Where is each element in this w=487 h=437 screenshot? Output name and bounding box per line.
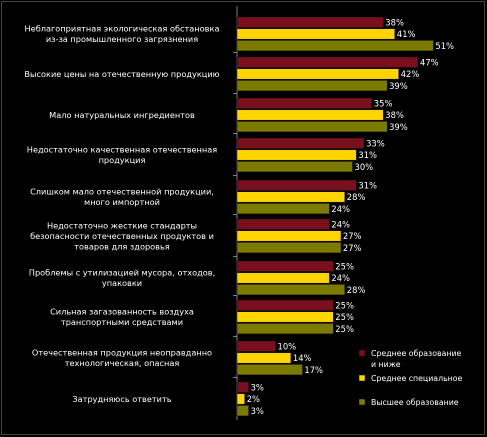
bar xyxy=(236,203,330,215)
category-label: Высокие цены на отечественную продукцию xyxy=(24,69,219,79)
bar xyxy=(236,80,388,92)
bar xyxy=(236,191,346,203)
data-label: 31% xyxy=(358,181,377,191)
bar xyxy=(236,272,330,284)
bar xyxy=(236,381,249,393)
data-label: 25% xyxy=(335,262,354,272)
bar xyxy=(236,40,434,52)
data-label: 38% xyxy=(385,110,404,120)
category-label: Проблемы с утилизацией мусора, отходов, у… xyxy=(29,268,215,289)
data-label: 28% xyxy=(347,192,366,202)
category-label: Слишком мало отечественной продукции, мно… xyxy=(30,187,214,208)
legend-entry: Среднее образование и ниже xyxy=(371,349,462,369)
data-label: 33% xyxy=(366,139,385,149)
legend-swatch xyxy=(358,374,366,382)
data-label: 24% xyxy=(331,220,350,230)
legend-entry: Высшее образование xyxy=(371,398,459,407)
category-label: Мало натуральных ингредиентов xyxy=(49,110,195,120)
data-label: 47% xyxy=(420,58,439,68)
data-label: 27% xyxy=(343,231,362,241)
data-label: 42% xyxy=(401,69,420,79)
data-label: 2% xyxy=(247,394,260,404)
data-label: 10% xyxy=(278,342,297,352)
bar xyxy=(236,161,353,173)
data-label: 30% xyxy=(355,162,374,172)
category-label: Неблагоприятная экологическая обстановка… xyxy=(25,24,220,45)
bar xyxy=(236,56,419,68)
bar xyxy=(236,68,399,80)
legend-entry: Среднее специальное xyxy=(371,374,463,383)
bar xyxy=(236,405,249,417)
data-label: 27% xyxy=(343,243,362,253)
data-label: 38% xyxy=(385,18,404,28)
category-label: Сильная загазованность воздуха транспортн… xyxy=(50,307,194,328)
data-label: 3% xyxy=(251,383,264,393)
bar xyxy=(236,364,303,376)
bar xyxy=(236,284,346,296)
category-label: Недостаточно качественная отечественная п… xyxy=(27,145,218,166)
bar xyxy=(236,97,373,109)
category-label: Недостаточно жесткие стандарты безопаснос… xyxy=(30,220,214,251)
data-label: 3% xyxy=(251,406,264,416)
bar xyxy=(236,323,334,335)
category-label: Затрудняюсь ответить xyxy=(72,394,171,404)
data-label: 41% xyxy=(397,29,416,39)
data-label: 31% xyxy=(358,150,377,160)
bar xyxy=(236,109,384,121)
bar xyxy=(236,230,342,242)
data-label: 51% xyxy=(435,41,454,51)
bar xyxy=(236,340,276,352)
bar xyxy=(236,149,357,161)
bar xyxy=(236,393,245,405)
bar xyxy=(236,218,330,230)
bar xyxy=(236,121,388,133)
data-label: 39% xyxy=(389,81,408,91)
bar xyxy=(236,16,384,28)
data-label: 28% xyxy=(347,285,366,295)
data-label: 24% xyxy=(331,273,350,283)
legend-swatch xyxy=(358,398,366,406)
bar xyxy=(236,242,342,254)
data-label: 17% xyxy=(304,365,323,375)
data-label: 39% xyxy=(389,122,408,132)
bar xyxy=(236,28,396,40)
bar xyxy=(236,352,292,364)
bar xyxy=(236,311,334,323)
data-label: 24% xyxy=(331,204,350,214)
data-label: 25% xyxy=(335,312,354,322)
data-label: 25% xyxy=(335,324,354,334)
bar xyxy=(236,179,357,191)
bar xyxy=(236,137,365,149)
data-label: 35% xyxy=(374,99,393,109)
category-label: Отечественная продукция неоправданно техн… xyxy=(32,348,212,369)
legend-swatch xyxy=(358,349,366,357)
bar xyxy=(236,260,334,272)
data-label: 25% xyxy=(335,301,354,311)
bar xyxy=(236,299,334,311)
data-label: 14% xyxy=(293,353,312,363)
